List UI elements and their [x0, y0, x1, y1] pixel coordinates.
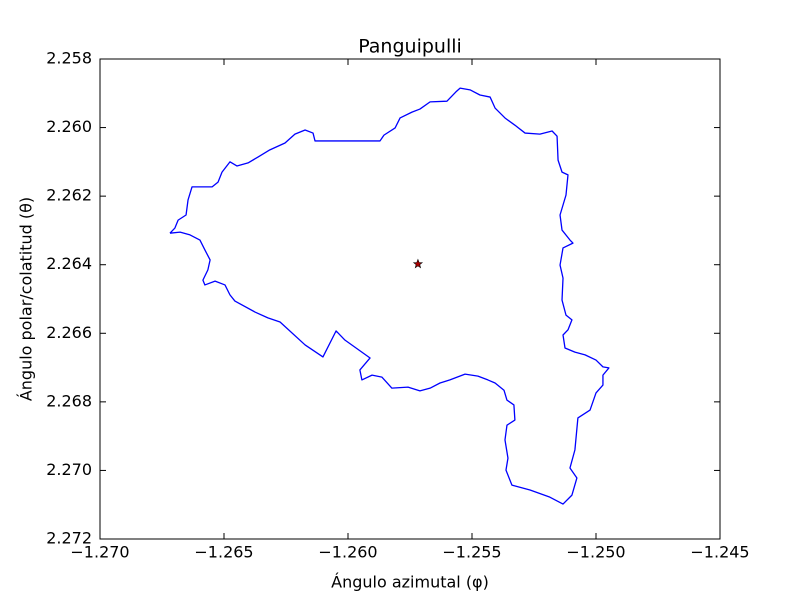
x-tick-label: −1.255 — [442, 543, 501, 562]
y-tick-label: 2.258 — [46, 49, 92, 68]
y-tick-label: 2.270 — [46, 460, 92, 479]
y-tick-label: 2.260 — [46, 117, 92, 136]
star-marker — [412, 258, 424, 269]
x-tick-label: −1.260 — [318, 543, 377, 562]
y-tick-label: 2.264 — [46, 254, 92, 273]
x-tick-label: −1.250 — [566, 543, 625, 562]
x-tick-label: −1.270 — [70, 543, 129, 562]
y-tick-label: 2.272 — [46, 529, 92, 548]
plot-frame — [99, 58, 721, 540]
chart-title: Panguipulli — [358, 36, 462, 58]
y-tick-label: 2.268 — [46, 391, 92, 410]
boundary-line — [169, 87, 610, 505]
x-tick-label: −1.265 — [194, 543, 253, 562]
y-tick-label: 2.262 — [46, 186, 92, 205]
y-axis-label: Ángulo polar/colatitud (θ) — [17, 197, 36, 401]
x-axis-label: Ángulo azimutal (φ) — [331, 573, 489, 592]
x-tick-label: −1.245 — [690, 543, 749, 562]
y-tick-label: 2.266 — [46, 323, 92, 342]
